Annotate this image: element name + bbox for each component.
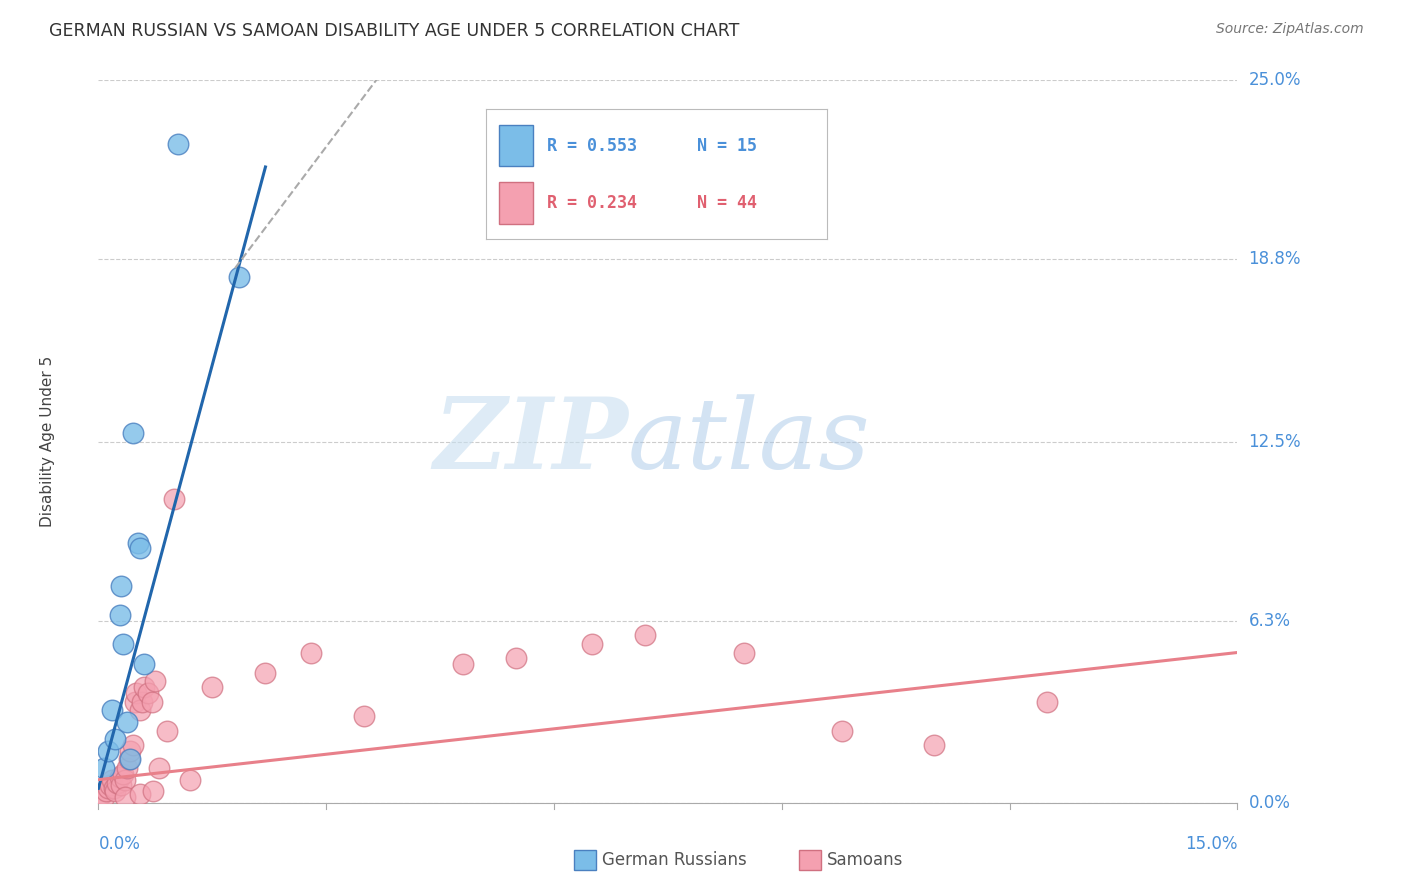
Text: Samoans: Samoans	[827, 851, 903, 869]
Point	[108, 607, 131, 622]
Point	[104, 732, 127, 747]
Point	[94, 784, 117, 798]
Point	[120, 744, 142, 758]
Point	[101, 703, 124, 717]
Point	[163, 492, 186, 507]
Point	[129, 541, 152, 556]
Point	[98, 779, 121, 793]
Point	[141, 695, 163, 709]
Text: Disability Age Under 5: Disability Age Under 5	[39, 356, 55, 527]
Point	[132, 680, 155, 694]
Text: ZIP: ZIP	[433, 393, 628, 490]
Text: 0.0%: 0.0%	[98, 835, 141, 854]
Point	[121, 738, 143, 752]
Text: 18.8%: 18.8%	[1249, 251, 1301, 268]
Point	[110, 579, 132, 593]
Point	[179, 772, 201, 787]
Point	[101, 772, 124, 787]
Point	[136, 686, 159, 700]
Point	[118, 752, 141, 766]
Point	[201, 680, 224, 694]
Point	[922, 738, 945, 752]
Point	[132, 657, 155, 671]
Text: Source: ZipAtlas.com: Source: ZipAtlas.com	[1216, 22, 1364, 37]
Point	[125, 686, 148, 700]
Point	[111, 637, 134, 651]
Point	[117, 714, 139, 729]
Point	[634, 628, 657, 642]
Point	[131, 695, 153, 709]
Point	[96, 781, 118, 796]
Point	[114, 772, 136, 787]
Point	[108, 770, 131, 784]
Point	[299, 646, 322, 660]
Point	[117, 761, 139, 775]
Point	[148, 761, 170, 775]
Text: German Russians: German Russians	[602, 851, 747, 869]
Text: 15.0%: 15.0%	[1185, 835, 1237, 854]
Point	[505, 651, 527, 665]
Point	[124, 695, 146, 709]
Point	[1036, 695, 1059, 709]
Point	[103, 781, 125, 796]
Point	[581, 637, 603, 651]
Point	[96, 744, 118, 758]
Text: 25.0%: 25.0%	[1249, 71, 1301, 89]
Point	[107, 775, 129, 789]
Point	[121, 425, 143, 440]
Point	[353, 709, 375, 723]
Point	[93, 790, 115, 805]
Text: 6.3%: 6.3%	[1249, 612, 1291, 630]
Point	[120, 752, 142, 766]
Point	[451, 657, 474, 671]
Point	[129, 787, 152, 801]
Point	[228, 269, 250, 284]
Point	[104, 784, 127, 798]
Point	[110, 779, 132, 793]
Point	[127, 535, 149, 549]
Text: 0.0%: 0.0%	[1249, 794, 1291, 812]
Point	[831, 723, 853, 738]
Point	[114, 790, 136, 805]
Text: atlas: atlas	[628, 394, 870, 489]
Point	[142, 784, 165, 798]
Point	[91, 787, 114, 801]
Point	[254, 665, 277, 680]
Point	[111, 767, 134, 781]
Point	[156, 723, 179, 738]
Point	[167, 136, 190, 151]
Text: GERMAN RUSSIAN VS SAMOAN DISABILITY AGE UNDER 5 CORRELATION CHART: GERMAN RUSSIAN VS SAMOAN DISABILITY AGE …	[49, 22, 740, 40]
Point	[145, 674, 167, 689]
Point	[129, 703, 152, 717]
Point	[733, 646, 755, 660]
Text: 12.5%: 12.5%	[1249, 433, 1301, 450]
Point	[93, 761, 115, 775]
